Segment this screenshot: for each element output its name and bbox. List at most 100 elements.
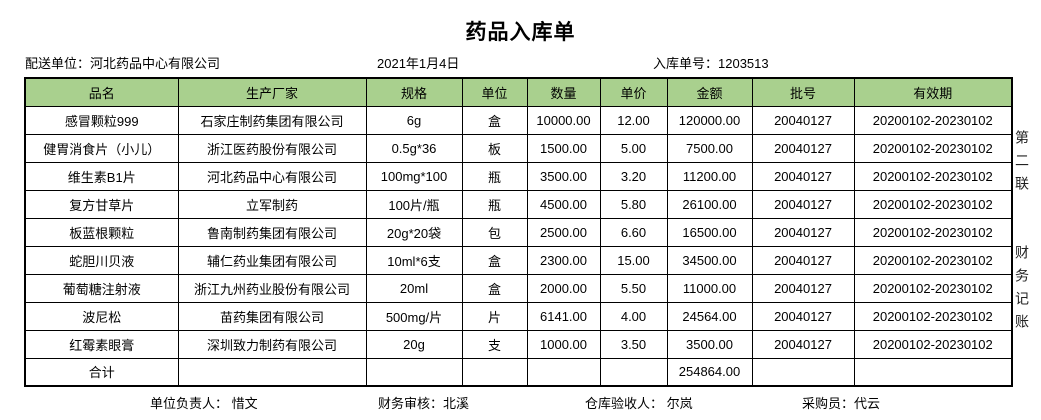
table-cell: 20040127 bbox=[751, 245, 855, 275]
table-cell: 11200.00 bbox=[666, 161, 753, 191]
column-header: 金额 bbox=[666, 77, 753, 107]
table-cell: 12.00 bbox=[599, 105, 668, 135]
column-header: 品名 bbox=[24, 77, 179, 107]
table-cell: 辅仁药业集团有限公司 bbox=[177, 245, 367, 275]
table-cell: 支 bbox=[461, 329, 528, 359]
table-cell: 6.60 bbox=[599, 217, 668, 247]
unit-manager-signature: 单位负责人： 惜文 bbox=[150, 396, 258, 411]
table-cell: 0.5g*36 bbox=[365, 133, 463, 163]
table-cell: 健胃消食片（小儿） bbox=[24, 133, 179, 163]
table-cell: 20200102-20230102 bbox=[853, 301, 1013, 331]
table-cell bbox=[599, 357, 668, 387]
table-cell: 7500.00 bbox=[666, 133, 753, 163]
table-cell: 苗药集团有限公司 bbox=[177, 301, 367, 331]
table-cell: 3.20 bbox=[599, 161, 668, 191]
table-cell: 20040127 bbox=[751, 189, 855, 219]
table-cell: 20200102-20230102 bbox=[853, 161, 1013, 191]
table-cell: 15.00 bbox=[599, 245, 668, 275]
info-row: 配送单位：河北药品中心有限公司 2021年1月4日 入库单号：1203513 bbox=[0, 53, 1041, 71]
table-cell: 20040127 bbox=[751, 133, 855, 163]
table-cell: 20200102-20230102 bbox=[853, 133, 1013, 163]
table-cell: 瓶 bbox=[461, 161, 528, 191]
table-cell: 20200102-20230102 bbox=[853, 217, 1013, 247]
table-cell: 20200102-20230102 bbox=[853, 273, 1013, 303]
table-cell: 盒 bbox=[461, 105, 528, 135]
table-cell bbox=[461, 357, 528, 387]
table-cell: 5.50 bbox=[599, 273, 668, 303]
table-cell: 3500.00 bbox=[526, 161, 601, 191]
table-cell: 254864.00 bbox=[666, 357, 753, 387]
table-cell: 5.00 bbox=[599, 133, 668, 163]
table-cell: 合计 bbox=[24, 357, 179, 387]
table-cell: 立军制药 bbox=[177, 189, 367, 219]
table-cell: 4500.00 bbox=[526, 189, 601, 219]
table-cell: 11000.00 bbox=[666, 273, 753, 303]
table-cell: 100mg*100 bbox=[365, 161, 463, 191]
finance-audit-signature: 财务审核：北溪 bbox=[378, 396, 470, 411]
table-cell: 鲁南制药集团有限公司 bbox=[177, 217, 367, 247]
table-cell: 片 bbox=[461, 301, 528, 331]
finance-bookkeeping-vertical-label: 财务记账 bbox=[1014, 245, 1030, 337]
table-cell: 3500.00 bbox=[666, 329, 753, 359]
table-cell: 10ml*6支 bbox=[365, 245, 463, 275]
entry-table: 品名 生产厂家 规格 单位 数量 单价 金额 批号 有效期 感冒颗粒999 石家庄制药集团有限公司… bbox=[24, 77, 1013, 387]
table-cell: 蛇胆川贝液 bbox=[24, 245, 179, 275]
column-header: 单价 bbox=[599, 77, 668, 107]
entry-order-number: 入库单号：1203513 bbox=[653, 56, 769, 71]
table-body: 感冒颗粒999 石家庄制药集团有限公司 6g 盒 10000.00 12.00 120000… bbox=[24, 105, 1013, 387]
table-cell: 包 bbox=[461, 217, 528, 247]
table-cell bbox=[177, 357, 367, 387]
table-cell: 6141.00 bbox=[526, 301, 601, 331]
table-cell: 板蓝根颗粒 bbox=[24, 217, 179, 247]
table-cell: 10000.00 bbox=[526, 105, 601, 135]
total-row: 合计 254864.00 bbox=[24, 357, 1013, 387]
table-cell: 6g bbox=[365, 105, 463, 135]
table-cell: 1000.00 bbox=[526, 329, 601, 359]
table-cell: 3.50 bbox=[599, 329, 668, 359]
table-cell: 1500.00 bbox=[526, 133, 601, 163]
copy-number-vertical-label: 第二联 bbox=[1014, 130, 1030, 199]
purchaser-signature: 采购员：代云 bbox=[802, 396, 881, 411]
table-cell: 120000.00 bbox=[666, 105, 753, 135]
table-cell: 盒 bbox=[461, 245, 528, 275]
signature-row: 单位负责人： 惜文 财务审核：北溪 仓库验收人： 尔岚 采购员：代云 bbox=[0, 393, 1041, 411]
table-cell: 20ml bbox=[365, 273, 463, 303]
table-cell: 20040127 bbox=[751, 217, 855, 247]
table-cell: 浙江九州药业股份有限公司 bbox=[177, 273, 367, 303]
table-row: 感冒颗粒999 石家庄制药集团有限公司 6g 盒 10000.00 12.00 120000… bbox=[24, 105, 1013, 135]
table-cell: 34500.00 bbox=[666, 245, 753, 275]
header-row: 品名 生产厂家 规格 单位 数量 单价 金额 批号 有效期 bbox=[24, 77, 1013, 107]
table-cell: 维生素B1片 bbox=[24, 161, 179, 191]
table-row: 板蓝根颗粒 鲁南制药集团有限公司 20g*20袋包 2500.00 6.60 16500.… bbox=[24, 217, 1013, 247]
table-cell: 20040127 bbox=[751, 329, 855, 359]
table-cell bbox=[526, 357, 601, 387]
column-header: 批号 bbox=[751, 77, 855, 107]
column-header: 生产厂家 bbox=[177, 77, 367, 107]
table-cell: 100片/瓶 bbox=[365, 189, 463, 219]
delivery-unit-label: 配送单位：河北药品中心有限公司 bbox=[25, 56, 221, 71]
table-row: 维生素B1片 河北药品中心有限公司 100mg*100 瓶 3500.00 3.20 112… bbox=[24, 161, 1013, 191]
table-cell bbox=[365, 357, 463, 387]
table-cell: 石家庄制药集团有限公司 bbox=[177, 105, 367, 135]
column-header: 有效期 bbox=[853, 77, 1013, 107]
table-cell: 2500.00 bbox=[526, 217, 601, 247]
table-cell: 葡萄糖注射液 bbox=[24, 273, 179, 303]
table-cell: 20g*20袋 bbox=[365, 217, 463, 247]
column-header: 规格 bbox=[365, 77, 463, 107]
table-cell: 浙江医药股份有限公司 bbox=[177, 133, 367, 163]
table-cell: 20040127 bbox=[751, 273, 855, 303]
table-cell: 20200102-20230102 bbox=[853, 105, 1013, 135]
table-cell: 2000.00 bbox=[526, 273, 601, 303]
table-cell: 板 bbox=[461, 133, 528, 163]
column-header: 单位 bbox=[461, 77, 528, 107]
document-date: 2021年1月4日 bbox=[377, 56, 460, 71]
table-cell: 20040127 bbox=[751, 105, 855, 135]
table-cell: 20200102-20230102 bbox=[853, 329, 1013, 359]
table-cell: 24564.00 bbox=[666, 301, 753, 331]
table-cell: 瓶 bbox=[461, 189, 528, 219]
table-cell: 5.80 bbox=[599, 189, 668, 219]
table-cell: 16500.00 bbox=[666, 217, 753, 247]
table-cell: 复方甘草片 bbox=[24, 189, 179, 219]
table-cell: 红霉素眼膏 bbox=[24, 329, 179, 359]
table-row: 健胃消食片（小儿） 浙江医药股份有限公司 0.5g*36 板 1500.00 5.00 75… bbox=[24, 133, 1013, 163]
